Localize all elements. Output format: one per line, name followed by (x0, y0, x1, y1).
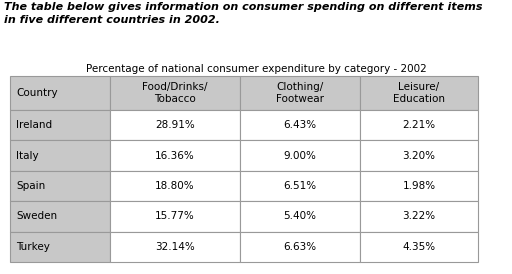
Text: 16.36%: 16.36% (155, 151, 195, 161)
Text: Percentage of national consumer expenditure by category - 2002: Percentage of national consumer expendit… (86, 64, 426, 74)
Bar (110, 201, 240, 232)
Bar (10, 171, 110, 201)
Text: Ireland: Ireland (16, 120, 52, 130)
Bar (360, 140, 478, 171)
Text: 4.35%: 4.35% (402, 242, 436, 252)
Bar (110, 76, 240, 110)
Text: 18.80%: 18.80% (155, 181, 195, 191)
Text: 6.63%: 6.63% (284, 242, 316, 252)
Bar (110, 232, 240, 262)
Text: 6.43%: 6.43% (284, 120, 316, 130)
Bar (360, 171, 478, 201)
Text: 6.51%: 6.51% (284, 181, 316, 191)
Text: 5.40%: 5.40% (284, 212, 316, 221)
Bar (360, 201, 478, 232)
Text: 15.77%: 15.77% (155, 212, 195, 221)
Bar (360, 232, 478, 262)
Text: Clothing/
Footwear: Clothing/ Footwear (276, 82, 324, 104)
Bar (110, 171, 240, 201)
Text: 1.98%: 1.98% (402, 181, 436, 191)
Text: 3.20%: 3.20% (402, 151, 436, 161)
Text: 28.91%: 28.91% (155, 120, 195, 130)
Bar (360, 110, 478, 140)
Bar (10, 140, 110, 171)
Bar (360, 76, 478, 110)
Text: Sweden: Sweden (16, 212, 57, 221)
Text: The table below gives information on consumer spending on different items
in fiv: The table below gives information on con… (4, 2, 482, 25)
Bar (10, 232, 110, 262)
Text: 3.22%: 3.22% (402, 212, 436, 221)
Text: Country: Country (16, 88, 58, 98)
Bar (240, 76, 360, 110)
Bar (110, 110, 240, 140)
Text: Spain: Spain (16, 181, 45, 191)
Bar (240, 171, 360, 201)
Text: Italy: Italy (16, 151, 38, 161)
Text: Food/Drinks/
Tobacco: Food/Drinks/ Tobacco (142, 82, 208, 104)
Text: Leisure/
Education: Leisure/ Education (393, 82, 445, 104)
Text: 9.00%: 9.00% (284, 151, 316, 161)
Bar (110, 140, 240, 171)
Bar (240, 232, 360, 262)
Text: Turkey: Turkey (16, 242, 50, 252)
Bar (10, 201, 110, 232)
Bar (10, 76, 110, 110)
Bar (240, 110, 360, 140)
Bar (240, 140, 360, 171)
Text: 2.21%: 2.21% (402, 120, 436, 130)
Bar (240, 201, 360, 232)
Bar (10, 110, 110, 140)
Text: 32.14%: 32.14% (155, 242, 195, 252)
